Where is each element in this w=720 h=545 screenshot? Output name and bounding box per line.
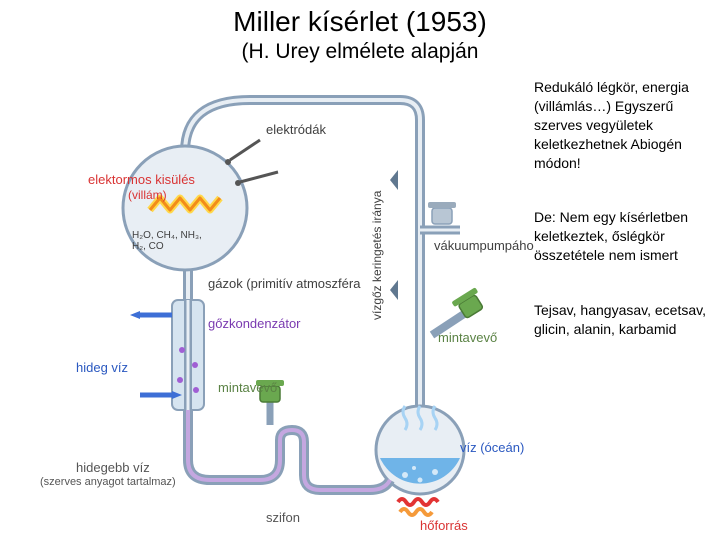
label-gases-sub: H₂O, CH₄, NH₃, H₂, CO (132, 230, 212, 252)
label-mintavevo1: mintavevő (218, 380, 277, 395)
label-szifon: szifon (266, 510, 300, 525)
electrode-2-tip (235, 180, 241, 186)
note-block-1: Redukáló légkör, energia (villámlás…) Eg… (534, 78, 714, 172)
label-vakuum: vákuumpumpáho (434, 238, 534, 253)
label-gozkond: gőzkondenzátor (208, 316, 301, 331)
notes-column: Redukáló légkör, energia (villámlás…) Eg… (534, 78, 714, 375)
bubble-3 (432, 469, 438, 475)
label-hidegebb2: (szerves anyagot tartalmaz) (40, 476, 176, 488)
page-subtitle: (H. Urey elmélete alapján (0, 38, 720, 64)
tube-lower (188, 410, 260, 480)
vacuum-valve (432, 208, 452, 224)
heat-wave-1 (398, 499, 438, 505)
droplet-4 (193, 387, 199, 393)
droplet-1 (177, 377, 183, 383)
droplet-3 (179, 347, 185, 353)
label-gazok: gázok (primitív atmoszféra (208, 276, 360, 291)
label-hidegebb: hidegebb víz (76, 460, 150, 475)
cold-water-in-arrow (130, 311, 140, 319)
tube-lower-inner (188, 410, 260, 480)
bubble-4 (412, 466, 416, 470)
label-keringetes: vízgőz keringetés iránya (370, 150, 384, 320)
droplet-2 (192, 362, 198, 368)
electrode-1 (230, 140, 260, 160)
label-hidegviz: hideg víz (76, 360, 128, 375)
label-hoforras: hőforrás (420, 518, 468, 533)
electrode-1-tip (225, 159, 231, 165)
vacuum-handle (428, 202, 456, 208)
electrode-2 (240, 172, 278, 182)
label-mintavevo2: mintavevő (438, 330, 497, 345)
siphon-tube (260, 430, 370, 490)
note-block-2: De: Nem egy kísérletben keletkeztek, ősl… (534, 208, 714, 265)
label-elektromos: elektormos kisülés (88, 172, 195, 187)
label-elektrodak: elektródák (266, 122, 326, 137)
note-block-3: Tejsav, hangyasav, ecetsav, glicin, alan… (534, 301, 714, 339)
flow-arrow-up (390, 170, 398, 190)
heat-wave-2 (400, 509, 432, 515)
bubble-1 (402, 472, 408, 478)
page-title: Miller kísérlet (1953) (0, 0, 720, 38)
bubble-2 (418, 478, 423, 483)
label-villam: (villám) (128, 188, 167, 202)
flow-arrow-down (390, 280, 398, 300)
miller-diagram: elektródák elektormos kisülés (villám) H… (0, 80, 530, 540)
label-viz: víz (óceán) (460, 440, 524, 455)
